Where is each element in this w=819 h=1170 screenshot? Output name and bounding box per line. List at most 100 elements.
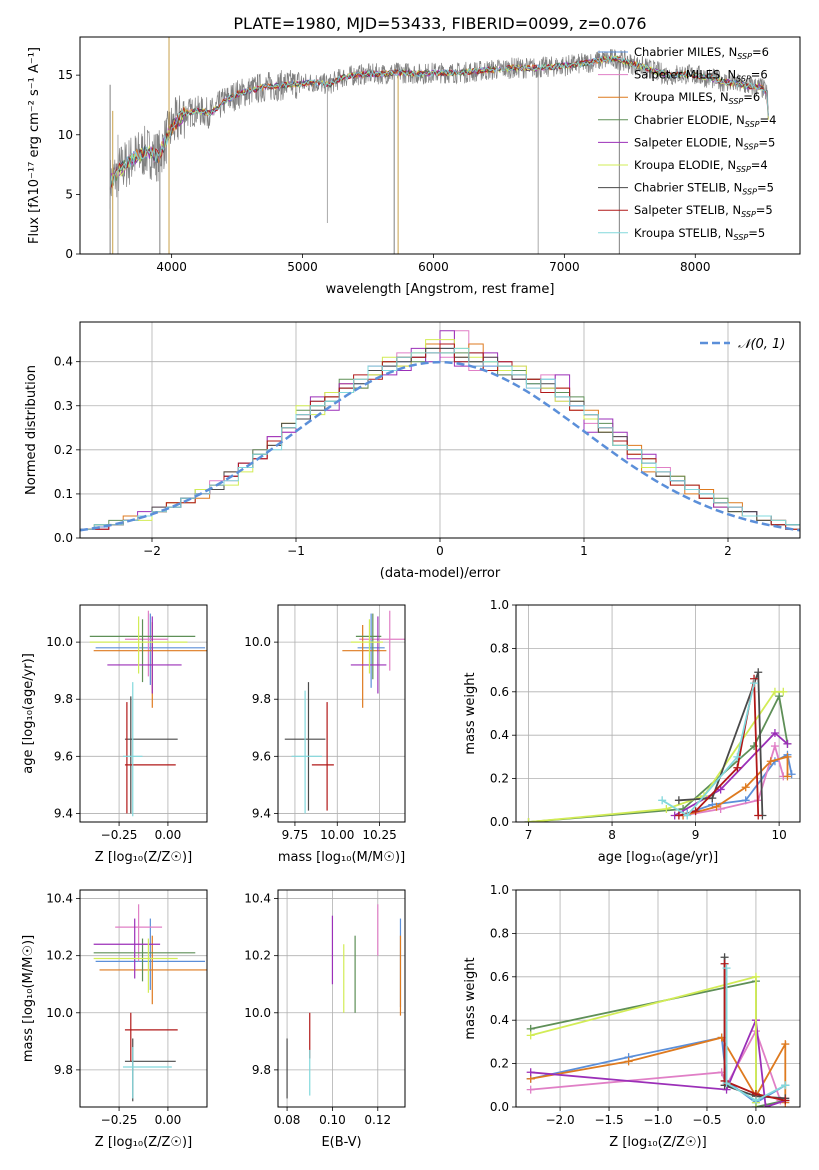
x-tick-label: 7: [525, 828, 533, 842]
mass-weight-line: [530, 1036, 787, 1103]
x-tick-label: 8000: [680, 260, 711, 274]
spectrum-legend: Chabrier MILES, NSSP=6 Salpeter MILES, NS…: [598, 45, 776, 242]
mass-weight-marker: [770, 729, 779, 738]
gaussian-curve: [80, 360, 800, 532]
x-tick-label: 0.10: [319, 1113, 346, 1127]
mass-weight-line: [725, 968, 786, 1102]
mass-weight-marker: [733, 752, 742, 761]
mass-weight-marker: [526, 1085, 535, 1094]
x-tick-label: 9: [692, 828, 700, 842]
y-tick-label: 0.4: [54, 355, 73, 369]
x-tick-label: 10.00: [320, 828, 354, 842]
mass_weight_vs_age-frame: [515, 604, 801, 823]
x-axis-label: age [log₁₀(age/yr)]: [598, 850, 719, 865]
mass_weight_vs_age-lines: [524, 668, 796, 822]
residual-histogram-step: [80, 347, 800, 538]
spectrum-axes: 4000 5000 6000 7000 8000 0 5 10 15 wavelength [An…: [27, 47, 711, 297]
mass_vs_ebv-frame: [277, 889, 406, 1108]
mass-weight-marker: [674, 811, 683, 820]
x-tick-label: 0.0: [746, 1113, 765, 1127]
mass-weight-marker: [783, 772, 792, 781]
y-tick-label: 10.0: [46, 635, 73, 649]
y-axis-label: age [log₁₀(age/yr)]: [21, 653, 36, 774]
y-axis-label: mass weight: [463, 957, 478, 1039]
mass-weight-marker: [722, 1079, 731, 1088]
residual-hists: [80, 330, 800, 538]
mass_vs_Z-points: [93, 904, 207, 1102]
mass-weight-marker: [624, 1057, 633, 1066]
mass-weight-marker: [722, 964, 731, 973]
y-tick-label: 10.0: [46, 1006, 73, 1020]
mass-weight-marker: [658, 796, 667, 805]
x-axis-label: Z [log₁₀(Z/Z☉)]: [95, 850, 192, 865]
x-tick-label: −1.5: [594, 1113, 623, 1127]
y-tick-label: 10.0: [244, 1006, 271, 1020]
y-tick-label: 9.8: [54, 1063, 73, 1077]
mass-weight-marker: [716, 804, 725, 813]
mass-weight-marker: [766, 757, 775, 766]
x-tick-label: 0: [436, 544, 444, 558]
mass-weight-marker: [751, 1096, 760, 1105]
y-axis-label: Normed distribution: [24, 365, 39, 495]
x-tick-label: −0.25: [101, 1113, 138, 1127]
x-tick-label: 0.00: [155, 1113, 182, 1127]
y-tick-label: 9.8: [54, 692, 73, 706]
x-tick-label: −0.5: [692, 1113, 721, 1127]
mass-weight-marker: [787, 770, 796, 779]
y-tick-label: 0.1: [54, 487, 73, 501]
mass-weight-marker: [761, 1103, 770, 1107]
legend-label: Salpeter ELODIE, NSSP=5: [634, 135, 775, 151]
y-tick-label: 0.2: [54, 443, 73, 457]
legend-label: Salpeter MILES, NSSP=6: [634, 68, 768, 84]
mass-weight-marker: [754, 811, 763, 820]
mass-weight-marker: [683, 811, 692, 820]
mass-weight-marker: [526, 1031, 535, 1040]
spectrum-model-line: [109, 54, 769, 190]
x-tick-label: 1: [580, 544, 588, 558]
x-tick-label: −0.25: [101, 828, 138, 842]
y-tick-label: 0.2: [490, 772, 509, 786]
x-axis-label: E(B-V): [321, 1135, 361, 1150]
figure-title: PLATE=1980, MJD=53433, FIBERID=0099, z=0…: [233, 14, 646, 33]
y-tick-label: 9.4: [252, 806, 271, 820]
y-axis-label: Flux [fλ10⁻¹⁷ erg cm⁻² s⁻¹ A⁻¹]: [27, 47, 42, 244]
y-tick-label: 9.6: [252, 749, 271, 763]
mass-weight-marker: [751, 972, 760, 981]
spectrum-lines: [109, 37, 769, 254]
mass-weight-marker: [783, 752, 792, 761]
legend-label: Kroupa STELIB, NSSP=5: [634, 226, 765, 242]
y-tick-label: 0.4: [490, 728, 509, 742]
y-tick-label: 0.8: [490, 926, 509, 940]
mass-weight-marker: [733, 763, 742, 772]
mass-weight-marker: [781, 1040, 790, 1049]
mass-weight-marker: [662, 804, 671, 813]
mass_weight_vs_Z-axes: −2.0 −1.5 −1.0 −0.5 0.0 0.0 0.2 0.4 0.6 0.8 1.0 Z […: [463, 883, 800, 1150]
x-tick-label: −2.0: [545, 1113, 574, 1127]
mass-weight-marker: [712, 802, 721, 811]
x-tick-label: 9.75: [282, 828, 309, 842]
y-tick-label: 0.0: [54, 531, 73, 545]
age_vs_Z-points: [89, 610, 207, 817]
y-tick-label: 10: [58, 128, 73, 142]
y-tick-label: 10.4: [46, 892, 73, 906]
x-tick-label: −2: [143, 544, 161, 558]
mass-weight-marker: [741, 783, 750, 792]
y-axis-label: mass [log₁₀(M/M☉)]: [21, 935, 36, 1062]
residuals-frame: [79, 321, 801, 539]
mass_weight_vs_Z-frame: [515, 889, 801, 1108]
mass-weight-marker: [524, 818, 533, 822]
mass-weight-marker: [770, 742, 779, 751]
y-tick-label: 0.2: [490, 1057, 509, 1071]
y-tick-label: 0.3: [54, 399, 73, 413]
x-axis-label: (data-model)/error: [380, 566, 501, 581]
legend-label: Kroupa ELODIE, NSSP=4: [634, 158, 768, 174]
y-tick-label: 9.4: [54, 806, 73, 820]
age_vs_Z-axes: −0.25 0.00 9.4 9.6 9.8 10.0 Z [log₁₀(Z/Z☉)] age…: [21, 605, 207, 865]
x-tick-label: 2: [724, 544, 732, 558]
y-tick-label: 0.0: [490, 1100, 509, 1114]
mass-weight-marker: [781, 1096, 790, 1105]
y-tick-label: 0.8: [490, 641, 509, 655]
